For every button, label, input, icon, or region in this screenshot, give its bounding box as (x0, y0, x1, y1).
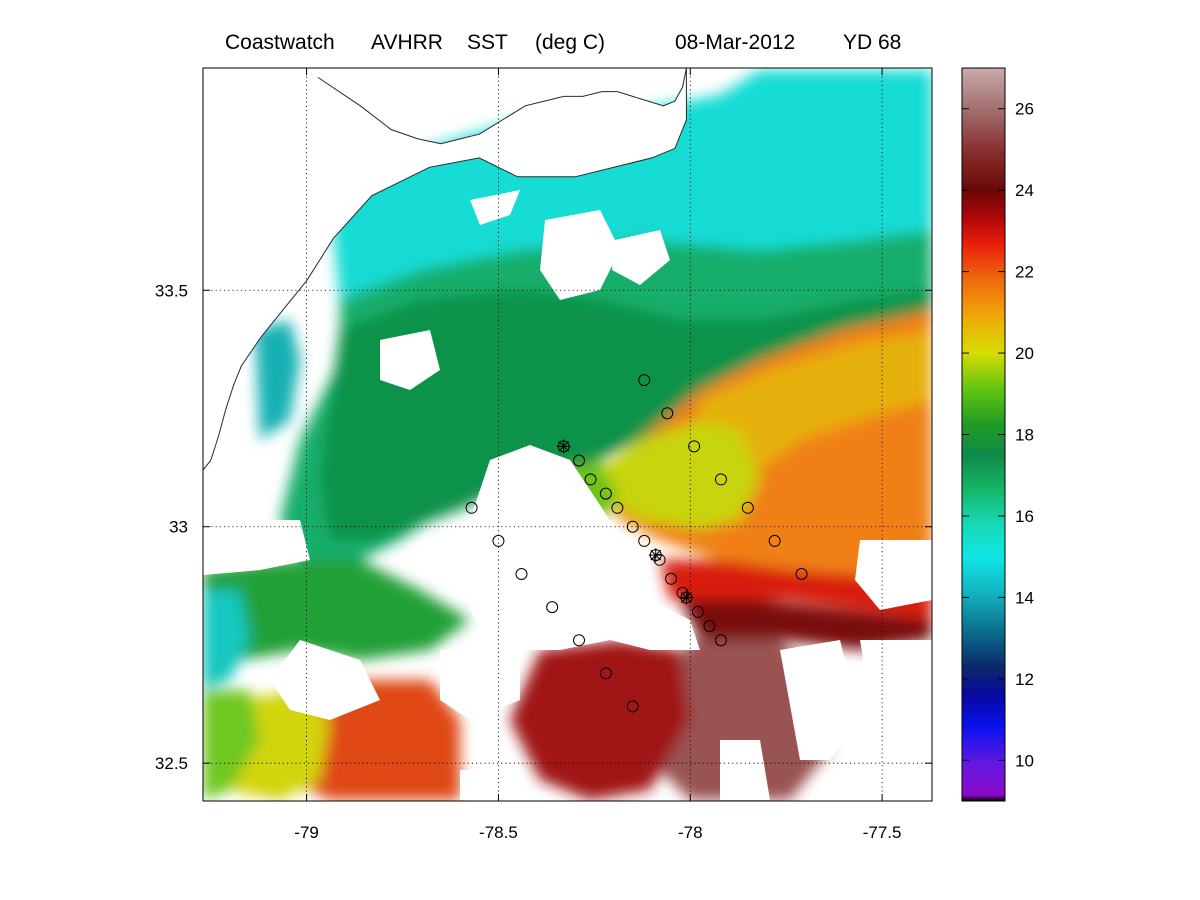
station-marker-28 (626, 700, 639, 713)
lat-tick-label-0: 32.5 (155, 754, 188, 773)
lat-tick-label-2: 33.5 (155, 281, 188, 300)
station-marker-20 (703, 620, 716, 633)
lat-axis: 32.5 33 33.5 (155, 281, 932, 773)
station-marker-16 (665, 572, 678, 585)
station-marker-13 (638, 534, 651, 547)
station-marker-10 (599, 487, 612, 500)
station-marker-27 (599, 667, 612, 680)
title-yearday: YD 68 (843, 31, 902, 54)
station-marker-26 (573, 634, 586, 647)
station-marker-11 (611, 501, 624, 514)
colorbar-tick-label-7: 24 (1015, 181, 1034, 200)
station-star-14 (648, 548, 663, 563)
station-marker-9 (584, 473, 597, 486)
station-marker-1 (661, 407, 674, 420)
colorbar-tick-label-8: 26 (1015, 100, 1034, 119)
lon-tick-label-1: -78.5 (479, 823, 518, 842)
station-marker-15 (653, 553, 666, 566)
station-marker-19 (691, 605, 704, 618)
coastline (202, 67, 687, 471)
station-marker-17 (676, 586, 689, 599)
colorbar-tick-label-3: 16 (1015, 507, 1034, 526)
station-marker-2 (688, 440, 701, 453)
map-title: Coastwatch AVHRR SST (deg C) 08-Mar-2012… (205, 31, 932, 59)
colorbar-tick-label-2: 14 (1015, 588, 1034, 607)
sst-colorbar: 10 12 14 16 18 20 22 24 26 (961, 67, 1034, 802)
station-marker-6 (795, 568, 808, 581)
plot-frame (202, 67, 933, 802)
colorbar-tick-label-4: 18 (1015, 426, 1034, 445)
station-marker-3 (714, 473, 727, 486)
station-marker-0 (638, 374, 651, 387)
lon-tick-label-0: -79 (294, 823, 319, 842)
map-grid (203, 68, 932, 801)
lat-tick-label-1: 33 (169, 518, 188, 537)
station-markers (465, 374, 808, 713)
lon-tick-label-3: -77.5 (863, 823, 902, 842)
colorbar-tick-label-5: 20 (1015, 344, 1034, 363)
colorbar-tick-label-1: 12 (1015, 670, 1034, 689)
lon-tick-label-2: -78 (678, 823, 703, 842)
station-marker-24 (515, 568, 528, 581)
colorbar-gradient (962, 68, 1005, 801)
title-variable: SST (467, 31, 508, 54)
title-sensor: AVHRR (371, 31, 443, 54)
station-marker-25 (546, 601, 559, 614)
colorbar-tick-label-0: 10 (1015, 751, 1034, 770)
station-marker-22 (465, 501, 478, 514)
station-marker-5 (768, 534, 781, 547)
station-marker-21 (714, 634, 727, 647)
colorbar-tick-label-6: 22 (1015, 263, 1034, 282)
sst-field (203, 68, 932, 801)
station-marker-4 (741, 501, 754, 514)
lon-axis: -79 -78.5 -78 -77.5 (294, 68, 901, 842)
station-marker-8 (573, 454, 586, 467)
station-marker-23 (492, 534, 505, 547)
station-star-18 (679, 590, 694, 605)
station-star-7 (556, 439, 571, 454)
title-units: (deg C) (535, 31, 606, 54)
title-date: 08-Mar-2012 (675, 31, 796, 54)
station-marker-12 (626, 520, 639, 533)
title-product: Coastwatch (225, 31, 335, 54)
